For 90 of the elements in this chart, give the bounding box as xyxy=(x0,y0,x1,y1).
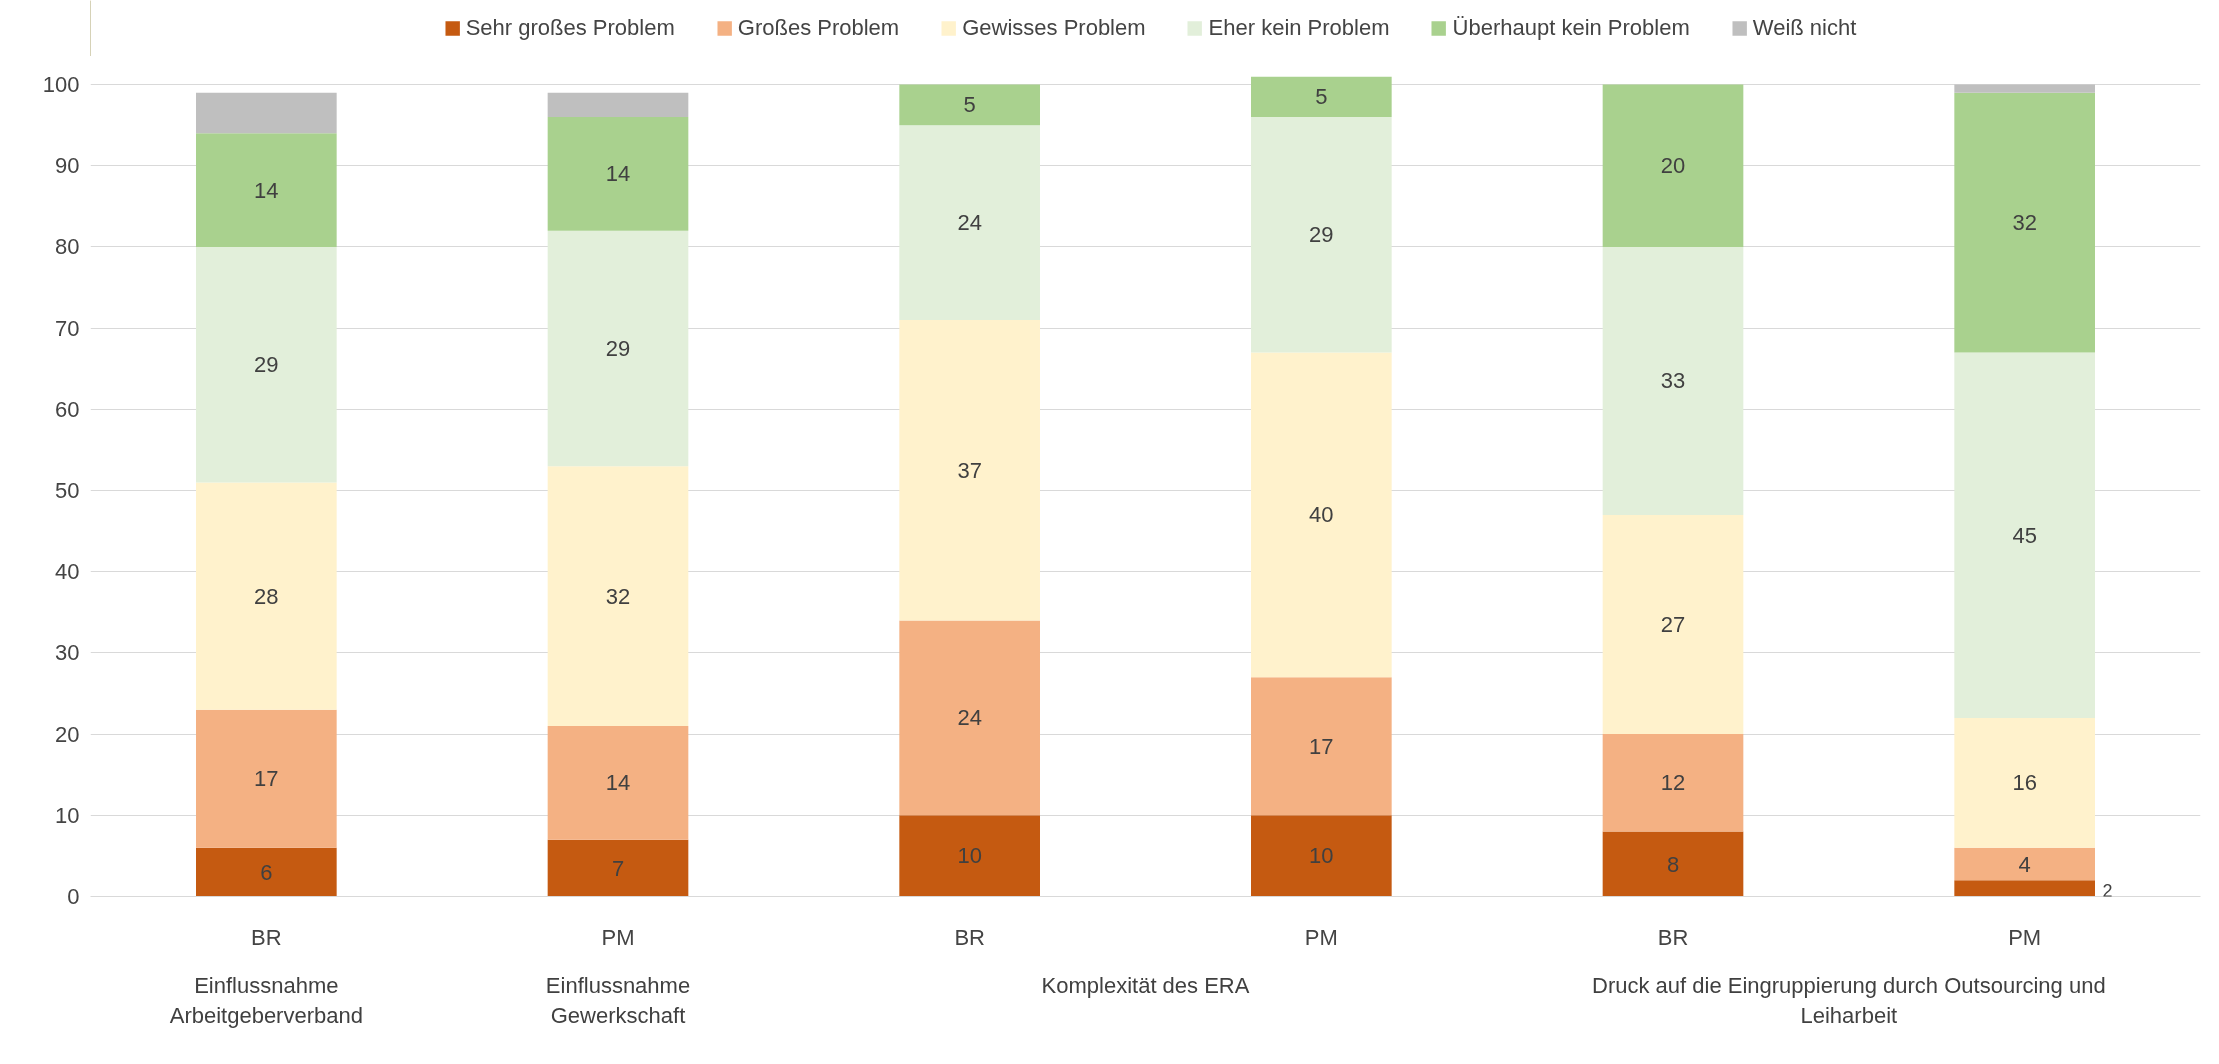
data-label: 29 xyxy=(254,352,279,378)
y-tick-label: 30 xyxy=(55,640,80,666)
bar xyxy=(1954,84,2095,93)
x-tick-label: BR xyxy=(954,924,985,950)
data-label: 45 xyxy=(2012,522,2037,548)
bar xyxy=(1954,880,2095,897)
legend-label: Weiß nicht xyxy=(1752,15,1857,41)
text: Einflussnahme Arbeitgeberverband xyxy=(169,972,363,1028)
legend-label: Überhaupt kein Problem xyxy=(1452,15,1690,41)
data-label: 29 xyxy=(605,335,631,361)
bar xyxy=(1602,84,1744,247)
bar xyxy=(1602,514,1744,735)
text: Einflussnahme Gewerkschaft xyxy=(545,972,691,1028)
data-label: 24 xyxy=(957,210,982,236)
x-tick-label: PM xyxy=(1304,924,1338,950)
y-tick-label: 40 xyxy=(55,559,80,585)
data-label: 4 xyxy=(2018,851,2031,877)
bar xyxy=(1954,847,2095,881)
bar xyxy=(1602,831,1744,897)
data-label: 14 xyxy=(605,161,631,187)
y-tick-label: 90 xyxy=(55,153,80,179)
legend-label: Großes Problem xyxy=(737,15,900,41)
legend-label: Gewisses Problem xyxy=(962,15,1146,41)
data-label: 24 xyxy=(957,705,982,731)
y-tick-label: 80 xyxy=(55,234,80,260)
data-label: 40 xyxy=(1309,502,1334,528)
data-label: 32 xyxy=(605,583,631,609)
bar xyxy=(196,247,337,483)
y-tick-label: 20 xyxy=(55,721,80,747)
bar xyxy=(547,230,689,467)
legend-label: Eher kein Problem xyxy=(1208,15,1390,41)
y-tick-label: 10 xyxy=(55,802,80,828)
x-tick-label: BR xyxy=(251,924,282,950)
data-label: 20 xyxy=(1660,153,1686,179)
y-tick-label: 70 xyxy=(55,315,80,341)
bar xyxy=(547,466,689,726)
bar xyxy=(1251,117,1392,353)
data-label: 37 xyxy=(957,457,982,483)
bar xyxy=(196,92,337,134)
text: Komplexität des ERA xyxy=(1041,972,1250,998)
bar xyxy=(547,117,689,231)
data-label: 33 xyxy=(1660,368,1686,394)
data-label: 5 xyxy=(963,92,976,118)
x-tick-label: PM xyxy=(2008,924,2042,950)
bar xyxy=(547,726,689,840)
y-tick-label: 60 xyxy=(55,396,80,422)
bar xyxy=(196,133,337,247)
data-label: 14 xyxy=(605,770,631,796)
data-label: 16 xyxy=(2012,770,2037,796)
y-tick-label: 50 xyxy=(55,478,80,504)
bar xyxy=(1251,76,1392,118)
bar xyxy=(1954,352,2095,718)
legend-label: Sehr großes Problem xyxy=(465,15,675,41)
bar xyxy=(547,92,689,118)
bar xyxy=(899,320,1040,621)
data-label: 8 xyxy=(1666,851,1680,877)
bar xyxy=(1251,815,1392,897)
x-tick-label: PM xyxy=(601,924,635,950)
data-label: 14 xyxy=(254,177,279,203)
y-tick-label: 0 xyxy=(67,884,80,909)
bar xyxy=(1251,352,1392,678)
data-label: 10 xyxy=(1309,843,1334,869)
bar xyxy=(1954,92,2095,353)
bar xyxy=(899,84,1040,126)
bar xyxy=(899,125,1040,321)
data-label: 6 xyxy=(260,859,273,885)
bar xyxy=(196,709,337,848)
data-label: 2 xyxy=(2102,880,2113,901)
bar xyxy=(547,839,689,897)
bar xyxy=(1602,247,1744,515)
data-label: 7 xyxy=(611,855,625,881)
data-label: 17 xyxy=(1309,733,1334,759)
bar xyxy=(196,847,337,897)
data-label: 17 xyxy=(254,766,279,792)
data-label: 5 xyxy=(1315,84,1328,110)
data-label: 28 xyxy=(254,583,279,609)
x-tick-label: BR xyxy=(1657,924,1689,950)
data-label: 32 xyxy=(2012,210,2037,236)
data-label: 10 xyxy=(957,843,982,869)
data-label: 12 xyxy=(1660,770,1686,796)
text: Druck auf die Eingruppierung durch Outsourcing und Leiharbeit xyxy=(1592,972,2106,1028)
data-label: 27 xyxy=(1660,612,1686,638)
bar xyxy=(899,815,1040,897)
bar xyxy=(1954,717,2095,848)
bar xyxy=(1251,677,1392,816)
bar xyxy=(1602,734,1744,832)
bar xyxy=(196,482,337,710)
bar xyxy=(899,620,1040,816)
data-label: 29 xyxy=(1309,222,1334,248)
y-tick-label: 100 xyxy=(42,72,80,98)
